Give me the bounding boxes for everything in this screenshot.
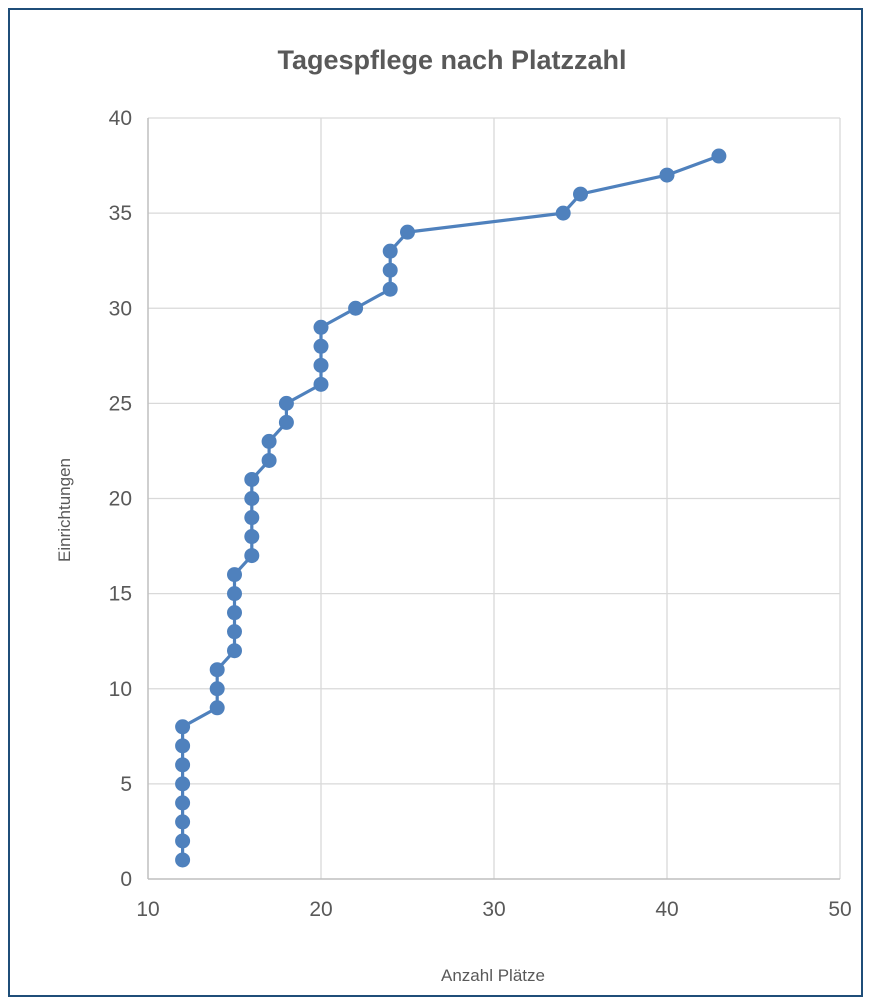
y-tick-label-30: 30 xyxy=(109,297,132,320)
y-axis-title: Einrichtungen xyxy=(55,458,74,562)
x-tick-label-10: 10 xyxy=(136,898,159,921)
data-point-16 xyxy=(227,567,242,583)
data-point-5 xyxy=(175,776,191,792)
y-tick-label-5: 5 xyxy=(120,773,132,796)
data-point-10 xyxy=(209,681,225,697)
data-point-12 xyxy=(227,643,242,659)
data-point-27 xyxy=(313,357,329,373)
data-point-22 xyxy=(261,452,277,468)
data-point-7 xyxy=(175,738,191,754)
x-tick-label-30: 30 xyxy=(482,898,505,921)
tick-labels: 0 5 10 15 20 25 30 35 40 10 20 30 40 50 xyxy=(109,107,852,921)
data-point-23 xyxy=(261,433,277,449)
data-point-37 xyxy=(659,167,675,183)
axes xyxy=(147,118,840,880)
y-tick-label-0: 0 xyxy=(120,868,132,891)
x-tick-label-40: 40 xyxy=(655,898,678,921)
gridlines xyxy=(148,117,841,879)
data-point-18 xyxy=(244,529,260,545)
data-point-36 xyxy=(573,186,588,202)
line-chart: Tagespflege nach Platzzahl 0 5 10 15 20 25 30 3… xyxy=(55,45,852,985)
data-point-11 xyxy=(209,662,225,678)
data-point-9 xyxy=(209,700,225,716)
y-tick-label-20: 20 xyxy=(109,488,132,511)
y-tick-label-40: 40 xyxy=(109,107,132,130)
data-point-17 xyxy=(244,548,260,564)
data-point-33 xyxy=(382,243,398,259)
data-point-14 xyxy=(227,605,242,621)
data-point-24 xyxy=(278,414,294,430)
series xyxy=(175,148,727,868)
data-point-20 xyxy=(244,491,260,506)
data-point-21 xyxy=(244,471,260,487)
data-point-19 xyxy=(244,510,260,526)
data-point-6 xyxy=(175,757,191,773)
data-point-31 xyxy=(382,281,398,297)
data-point-26 xyxy=(313,376,329,392)
data-point-29 xyxy=(313,319,329,335)
series-line-0 xyxy=(181,154,720,860)
chart-area: Tagespflege nach Platzzahl 0 5 10 15 20 25 30 3… xyxy=(8,8,863,997)
data-point-30 xyxy=(348,300,364,316)
data-point-3 xyxy=(175,814,191,830)
x-axis-title: Anzahl Plätze xyxy=(441,966,545,985)
x-tick-label-20: 20 xyxy=(309,898,332,921)
y-tick-label-15: 15 xyxy=(109,583,132,606)
data-point-28 xyxy=(313,338,329,354)
data-point-1 xyxy=(175,852,191,868)
data-point-35 xyxy=(555,205,571,221)
chart-title: Tagespflege nach Platzzahl xyxy=(277,45,626,75)
data-point-15 xyxy=(227,586,242,602)
x-tick-label-50: 50 xyxy=(828,898,851,921)
y-tick-label-10: 10 xyxy=(109,678,132,701)
y-tick-label-35: 35 xyxy=(109,202,132,225)
data-point-13 xyxy=(227,624,242,640)
data-point-38 xyxy=(711,148,727,164)
data-point-2 xyxy=(175,833,191,849)
y-tick-label-25: 25 xyxy=(109,392,132,415)
data-point-32 xyxy=(382,262,398,278)
data-point-34 xyxy=(400,224,415,240)
data-point-8 xyxy=(175,719,191,735)
data-point-4 xyxy=(175,795,191,811)
data-point-25 xyxy=(278,395,294,411)
